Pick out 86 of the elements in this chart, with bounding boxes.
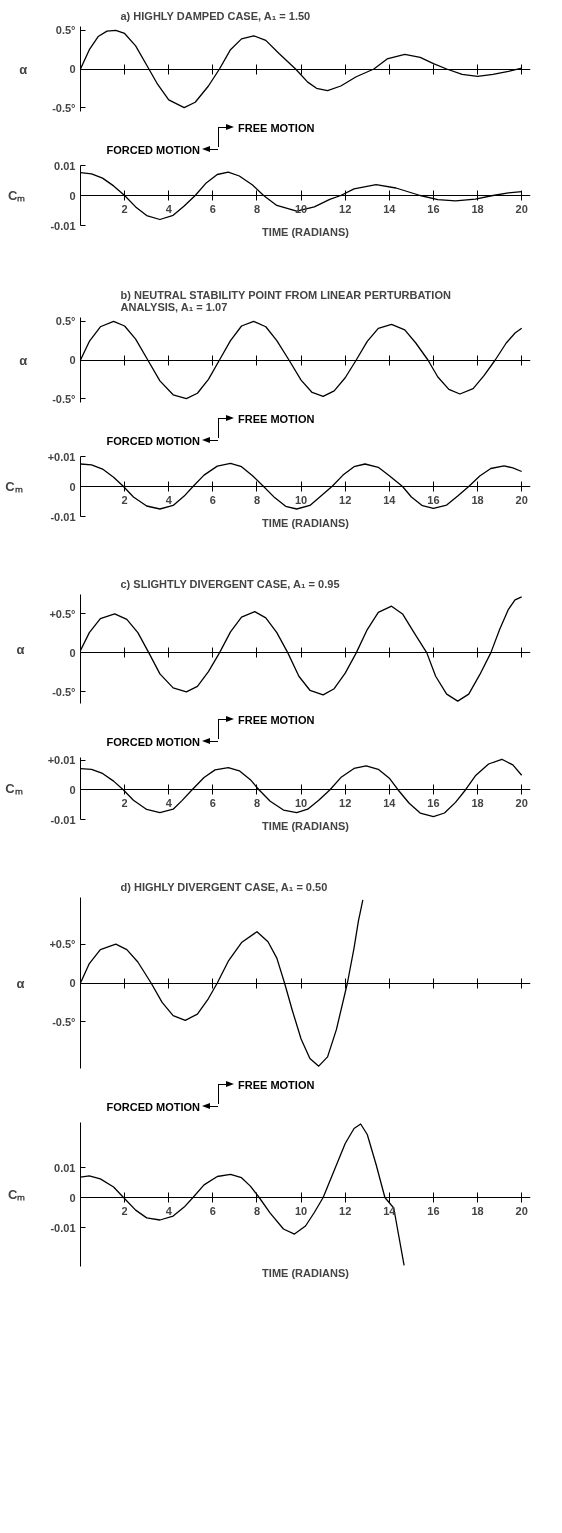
x-tick-label: 8 [253,796,261,809]
y-tick-label: +0.01 [47,450,76,463]
y-axis-title: α [19,352,28,368]
x-tick-label: 12 [339,1204,352,1217]
chart-title: c) SLIGHTLY DIVERGENT CASE, A₁ = 0.95 [120,577,340,590]
y-tick-label: 0.01 [54,1161,76,1174]
x-tick-label: 4 [165,796,173,809]
x-tick-label: 14 [383,796,397,809]
y-axis-title: Cₘ [5,781,23,796]
x-tick-label: 18 [471,796,484,809]
x-tick-label: 6 [209,493,216,506]
x-tick-label: 8 [253,202,261,215]
x-tick-label: 20 [515,796,528,809]
x-tick-label: 16 [427,1204,440,1217]
y-axis-title: α [16,975,25,991]
y-axis-title: Cₘ [5,479,23,494]
x-tick-label: 2 [121,493,128,506]
y-tick-label: 0 [69,189,76,202]
y-tick-label: 0.01 [54,159,76,172]
x-tick-label: 10 [294,796,308,809]
y-axis-title: Cₘ [8,1187,26,1202]
x-tick-label: 4 [165,1204,173,1217]
y-tick-label: -0.01 [50,813,76,826]
x-tick-label: 14 [383,493,397,506]
y-tick-label: 0 [69,480,76,493]
text: FREE MOTION [238,412,315,427]
y-axis-title: α [16,641,25,657]
text: FORCED MOTION [106,434,200,449]
y-tick-label: +0.5° [49,938,76,951]
y-tick-label: -0.5° [52,392,76,405]
y-tick-label: -0.5° [52,1015,76,1028]
x-tick-label: 12 [339,796,352,809]
y-tick-label: 0 [69,1191,76,1204]
x-tick-label: 2 [121,202,128,215]
y-tick-label: -0.5° [52,101,76,114]
y-tick-label: 0 [69,354,76,366]
x-tick-label: 16 [427,493,440,506]
x-tick-label: 18 [471,1204,484,1217]
chart-title: d) HIGHLY DIVERGENT CASE, A₁ = 0.50 [120,880,328,893]
x-axis-title: TIME (RADIANS) [262,819,350,832]
x-tick-label: 10 [294,1204,308,1217]
text: FREE MOTION [238,121,315,136]
y-tick-label: 0 [69,646,76,659]
chart-title: b) NEUTRAL STABILITY POINT FROM LINEAR PERTURBATION ANALYSIS, A₁ = 1.07 [120,288,451,313]
y-tick-label: +0.01 [47,754,76,767]
x-tick-label: 6 [209,1204,216,1217]
x-tick-label: 16 [427,202,440,215]
y-tick-label: -0.01 [50,219,76,232]
y-tick-label: 0.5° [55,24,76,37]
text: FORCED MOTION [106,1100,200,1115]
x-tick-label: 12 [339,202,352,215]
x-tick-label: 18 [471,202,484,215]
x-tick-label: 6 [209,202,216,215]
x-tick-label: 20 [515,1204,528,1217]
y-tick-label: -0.01 [50,1221,76,1234]
y-tick-label: 0 [69,783,76,796]
y-tick-label: -0.01 [50,510,76,523]
x-tick-label: 14 [383,202,397,215]
x-tick-label: 16 [427,796,440,809]
y-tick-label: +0.5° [49,607,76,620]
x-axis-title: TIME (RADIANS) [262,225,350,238]
x-tick-label: 10 [294,493,308,506]
x-tick-label: 2 [121,796,128,809]
y-tick-label: 0.5° [55,315,76,328]
y-tick-label: -0.5° [52,685,76,698]
x-axis-title: TIME (RADIANS) [262,516,350,529]
x-tick-label: 20 [515,493,528,506]
chart-title: a) HIGHLY DAMPED CASE, A₁ = 1.50 [120,9,311,22]
x-tick-label: 2 [121,1204,128,1217]
y-axis-title: Cₘ [8,188,26,203]
y-tick-label: 0 [69,977,76,989]
x-tick-label: 8 [253,493,261,506]
x-tick-label: 18 [471,493,484,506]
text: FREE MOTION [238,713,315,728]
x-tick-label: 8 [253,1204,261,1217]
x-tick-label: 4 [165,202,173,215]
x-tick-label: 20 [515,202,528,215]
y-tick-label: 0 [69,63,76,75]
y-axis-title: α [19,61,28,77]
x-tick-label: 6 [209,796,216,809]
text: FORCED MOTION [106,735,200,750]
x-tick-label: 4 [165,493,173,506]
text: FREE MOTION [238,1078,315,1093]
x-axis-title: TIME (RADIANS) [262,1266,350,1279]
text: FORCED MOTION [106,143,200,158]
x-tick-label: 12 [339,493,352,506]
